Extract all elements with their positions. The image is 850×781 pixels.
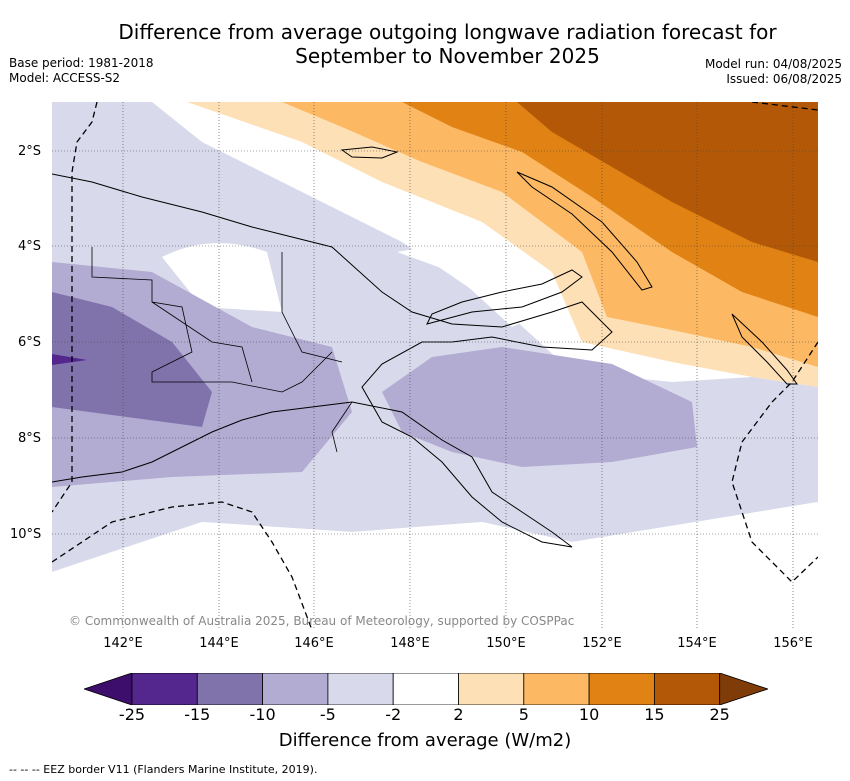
colorbar-cell (458, 673, 525, 705)
chart-title: Difference from average outgoing longwav… (118, 20, 777, 68)
zone-darkest-purple (52, 354, 87, 365)
coastline-new-guinea (52, 173, 613, 548)
coastline-bougainville (731, 313, 798, 385)
colorbar-tick-label: -10 (249, 705, 276, 724)
colorbar-tick-label: -5 (319, 705, 336, 724)
lon-label-154e: 154°E (677, 636, 717, 651)
colorbar-tick-label: 2 (453, 705, 464, 724)
colorbar-extend-low (84, 673, 133, 705)
colorbar-tick-label: 10 (578, 705, 600, 724)
copyright-notice: © Commonwealth of Australia 2025, Bureau… (69, 614, 575, 628)
meta-right: Model run: 04/08/2025 Issued: 06/08/2025 (705, 57, 842, 87)
coastline-new-ireland (516, 171, 653, 291)
colorbar-tick-label: 25 (709, 705, 730, 724)
colorbar-cell (196, 673, 264, 705)
colorbar-cell (654, 673, 721, 705)
coastline-new-britain (426, 269, 583, 325)
colorbar-tick-label: 15 (644, 705, 665, 724)
zone-brown (517, 102, 818, 262)
lon-label-150e: 150°E (486, 636, 526, 651)
zone-white-south (52, 502, 818, 630)
zone-medium-purple-center (382, 347, 697, 467)
colorbar-tick-label: -25 (118, 705, 146, 724)
gridlines (52, 102, 818, 630)
eez-border (52, 102, 818, 630)
lon-label-146e: 146°E (294, 636, 334, 651)
colorbar-cell (131, 673, 198, 705)
lat-label-6s: 6°S (18, 335, 42, 350)
model-run: Model run: 04/08/2025 (704, 57, 842, 71)
province-borders (91, 247, 353, 453)
colorbar (84, 673, 768, 705)
lat-label-10s: 10°S (10, 527, 42, 542)
lat-label-8s: 8°S (18, 431, 42, 446)
model-name: Model: ACCESS-S2 (9, 71, 121, 85)
meta-left: Base period: 1981-2018 Model: ACCESS-S2 (9, 56, 154, 86)
lat-label-4s: 4°S (18, 239, 42, 254)
lon-label-144e: 144°E (199, 636, 239, 651)
lon-label-152e: 152°E (582, 636, 622, 651)
lon-label-156e: 156°E (773, 636, 813, 651)
colorbar-label: Difference from average (W/m2) (278, 730, 572, 751)
zone-white-inland (162, 243, 282, 312)
colorbar-tick-label: -15 (184, 705, 211, 724)
lat-label-2s: 2°S (18, 144, 42, 159)
colorbar-cell (523, 673, 590, 705)
colorbar-cell (327, 673, 394, 705)
zone-white-center (397, 232, 567, 327)
lon-label-148e: 148°E (390, 636, 430, 651)
colorbar-extend-high (719, 673, 768, 705)
zone-dark-purple (52, 292, 212, 427)
colorbar-cell (588, 673, 655, 705)
issued-date: Issued: 06/08/2025 (726, 72, 842, 86)
colorbar-tick-label: 5 (518, 705, 529, 724)
colorbar-tick-label: -2 (385, 705, 402, 724)
base-period: Base period: 1981-2018 (9, 56, 154, 70)
olr-anomaly-map (52, 102, 818, 630)
colorbar-cell (392, 673, 459, 705)
coastline-manus (340, 146, 399, 159)
eez-footnote: -- -- -- EEZ border V11 (Flanders Marine… (9, 763, 318, 776)
lon-label-142e: 142°E (103, 636, 143, 651)
colorbar-cell (262, 673, 329, 705)
map-canvas (52, 102, 818, 630)
